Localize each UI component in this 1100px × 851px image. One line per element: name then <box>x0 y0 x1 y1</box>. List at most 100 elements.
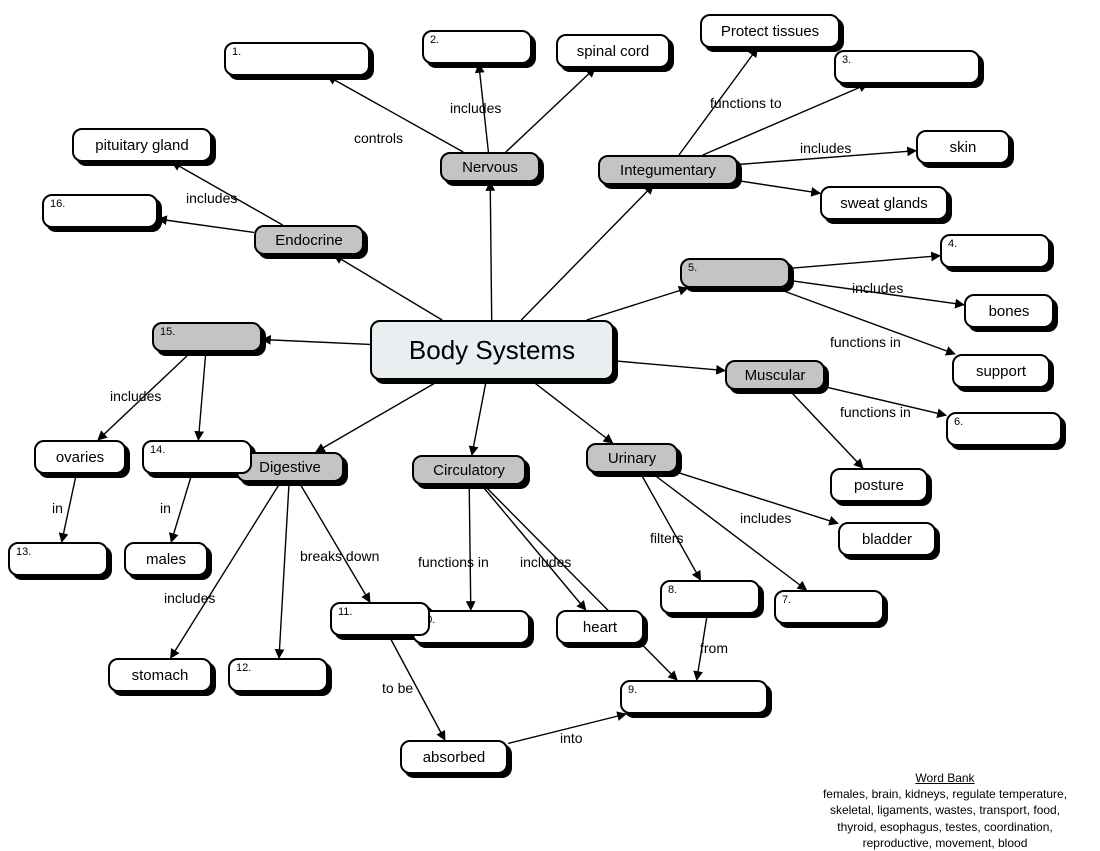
concept-node: 4. <box>940 234 1050 268</box>
blank-number: 16. <box>50 198 65 210</box>
edge-line <box>531 380 613 443</box>
concept-node: 14. <box>142 440 252 474</box>
node-box: 1. <box>224 42 370 76</box>
node-box: 16. <box>42 194 158 228</box>
node-box: spinal cord <box>556 34 670 68</box>
edge-line <box>171 474 192 542</box>
blank-number: 6. <box>954 416 963 428</box>
edge-line <box>279 482 289 658</box>
concept-node: support <box>952 354 1050 388</box>
node-label: Muscular <box>745 367 806 384</box>
blank-number: 7. <box>782 594 791 606</box>
node-label: Urinary <box>608 450 656 467</box>
system-node: Urinary <box>586 443 678 473</box>
node-box: Protect tissues <box>700 14 840 48</box>
blank-number: 14. <box>150 444 165 456</box>
edge-line <box>738 181 820 194</box>
node-box: stomach <box>108 658 212 692</box>
edge-line <box>484 485 677 680</box>
concept-node: skin <box>916 130 1010 164</box>
word-bank-line: thyroid, esophagus, testes, coordination… <box>837 820 1052 834</box>
concept-node: heart <box>556 610 644 644</box>
edge-label: from <box>700 640 728 656</box>
system-node: Muscular <box>725 360 825 390</box>
node-label: bones <box>989 303 1030 320</box>
node-box: 11. <box>330 602 430 636</box>
node-label: absorbed <box>423 749 486 766</box>
word-bank-title: Word Bank <box>915 771 974 785</box>
node-label: stomach <box>132 667 189 684</box>
blank-number: 2. <box>430 34 439 46</box>
node-box: 5. <box>680 258 790 288</box>
concept-node: 6. <box>946 412 1062 446</box>
node-box: males <box>124 542 208 576</box>
node-box: bladder <box>838 522 936 556</box>
concept-node: 11. <box>330 602 430 636</box>
edge-line <box>316 380 440 452</box>
node-box: 6. <box>946 412 1062 446</box>
edge-label: functions in <box>418 554 489 570</box>
node-label: pituitary gland <box>95 137 188 154</box>
blank-number: 12. <box>236 662 251 674</box>
edge-label: into <box>560 730 583 746</box>
node-label: Digestive <box>259 459 321 476</box>
node-box: skin <box>916 130 1010 164</box>
node-box: Circulatory <box>412 455 526 485</box>
center-node: Body Systems <box>370 320 614 380</box>
blank-number: 11. <box>338 606 352 618</box>
edges-layer <box>0 0 1100 843</box>
node-label: bladder <box>862 531 912 548</box>
node-label: posture <box>854 477 904 494</box>
node-box: 3. <box>834 50 980 84</box>
node-label: Integumentary <box>620 162 716 179</box>
concept-node: 1. <box>224 42 370 76</box>
system-node: 5. <box>680 258 790 288</box>
edge-label: includes <box>852 280 903 296</box>
concept-node: 16. <box>42 194 158 228</box>
edge-label: filters <box>650 530 683 546</box>
node-label: heart <box>583 619 617 636</box>
concept-node: pituitary gland <box>72 128 212 162</box>
blank-number: 13. <box>16 546 31 558</box>
system-node: Nervous <box>440 152 540 182</box>
edge-label: includes <box>800 140 851 156</box>
node-label: Circulatory <box>433 462 505 479</box>
node-box: absorbed <box>400 740 508 774</box>
blank-number: 4. <box>948 238 957 250</box>
node-box: Urinary <box>586 443 678 473</box>
concept-node: 9. <box>620 680 768 714</box>
edge-label: in <box>52 500 63 516</box>
edge-label: in <box>160 500 171 516</box>
edge-label: functions in <box>840 404 911 420</box>
edge-line <box>158 219 254 232</box>
word-bank-line: skeletal, ligaments, wastes, transport, … <box>830 803 1060 817</box>
node-box: 9. <box>620 680 768 714</box>
node-label: ovaries <box>56 449 104 466</box>
system-node: Circulatory <box>412 455 526 485</box>
node-label: males <box>146 551 186 568</box>
node-box: bones <box>964 294 1054 328</box>
edge-label: breaks down <box>300 548 379 564</box>
node-box: Muscular <box>725 360 825 390</box>
edge-line <box>482 485 586 610</box>
concept-node: 3. <box>834 50 980 84</box>
node-box: 2. <box>422 30 532 64</box>
concept-node: Protect tissues <box>700 14 840 48</box>
concept-node: 13. <box>8 542 108 576</box>
node-box: 12. <box>228 658 328 692</box>
blank-number: 9. <box>628 684 637 696</box>
edge-label: to be <box>382 680 413 696</box>
concept-node: spinal cord <box>556 34 670 68</box>
edge-label: includes <box>450 100 501 116</box>
edge-line <box>640 473 700 580</box>
concept-node: 2. <box>422 30 532 64</box>
system-node: Integumentary <box>598 155 738 185</box>
word-bank-line: females, brain, kidneys, regulate temper… <box>823 787 1067 801</box>
node-box: pituitary gland <box>72 128 212 162</box>
concept-node: males <box>124 542 208 576</box>
edge-label: functions in <box>830 334 901 350</box>
edge-line <box>299 482 370 602</box>
concept-node: ovaries <box>34 440 126 474</box>
edge-line <box>334 255 442 320</box>
edge-label: includes <box>110 388 161 404</box>
